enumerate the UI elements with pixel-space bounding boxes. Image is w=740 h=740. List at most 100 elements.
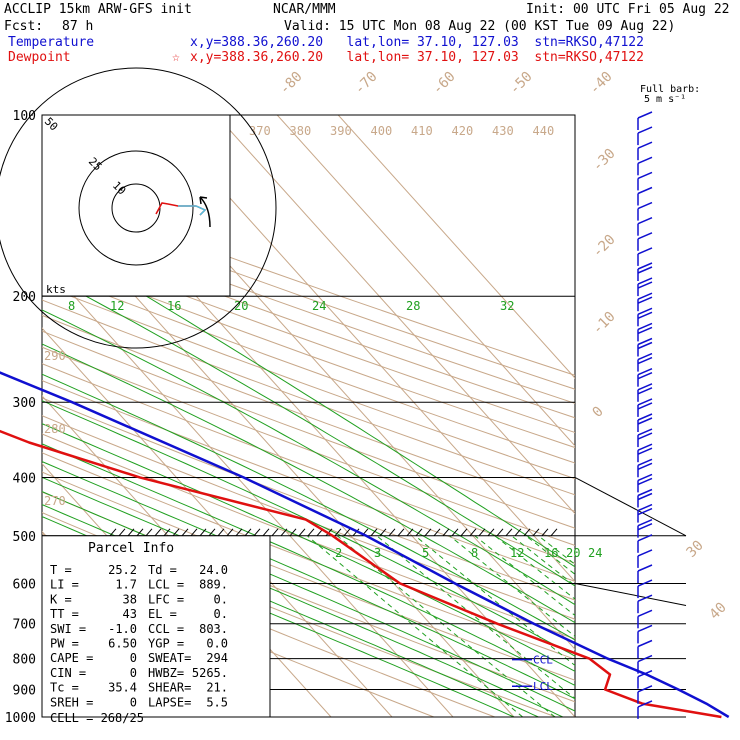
dewpoint-legend-label: Dewpoint (8, 50, 71, 65)
pressure-tick-label: 100 (13, 109, 36, 124)
model-title: ACCLIP 15km ARW-GFS init (4, 2, 192, 17)
wind-barb-flag (637, 383, 653, 391)
isobar-hatch (343, 528, 351, 537)
isobar-hatch (460, 528, 468, 537)
hodograph-ring (78, 150, 194, 266)
temperature-axis-label: -30 (590, 146, 619, 175)
frame-edge (574, 582, 687, 606)
parcel-panel-frame (41, 535, 271, 718)
isotherm-line (337, 115, 575, 379)
temperature-axis-label: 30 (684, 538, 707, 561)
temperature-location: x,y=388.36,260.20 lat,lon= 37.10, 127.03… (190, 35, 644, 50)
mixing-ratio-label: 20 (234, 299, 248, 313)
parcel-field-label: CAPE = (50, 651, 93, 665)
parcel-field-label: SHEAR= (148, 681, 191, 695)
wind-barb-flag (637, 292, 653, 300)
mixing-ratio-line (511, 535, 575, 587)
isobar-hatch (487, 528, 495, 537)
hodograph-trace-upper (178, 205, 207, 216)
hodograph-frame (41, 114, 231, 297)
pressure-tick-label: 200 (13, 290, 36, 305)
isobar-hatch (181, 528, 189, 537)
isotherm-line (276, 115, 575, 447)
isotherm-line (154, 115, 575, 583)
wind-barb-flag (637, 488, 653, 497)
parcel-field-value: 43 (123, 607, 137, 621)
parcel-field-label: T = (50, 563, 72, 577)
isobar-hatch (244, 528, 252, 537)
theta-label: 420 (452, 124, 474, 138)
isobar-hatch (523, 528, 531, 537)
temperature-axis-label: -70 (352, 69, 381, 98)
parcel-field-value: 38 (123, 592, 137, 606)
temperature-legend-label: Temperature (8, 35, 95, 50)
mixing-ratio-label: 5 (422, 546, 429, 560)
mixing-ratio-label: 24 (312, 299, 326, 313)
isobar-hatch (307, 528, 315, 537)
wind-barb-legend-unit: 5 m s⁻¹ (644, 94, 687, 105)
parcel-field-value: 889. (199, 578, 228, 592)
wind-barb-flag (637, 232, 653, 240)
wind-barb-flag (637, 594, 653, 602)
saturated-adiabat-line (42, 309, 575, 606)
isobar-hatch (478, 528, 486, 537)
isobar-hatch (226, 528, 234, 537)
mixing-ratio-label: 32 (500, 299, 514, 313)
wind-barb-flag (637, 700, 653, 708)
wind-barb-flag (637, 503, 653, 512)
parcel-field-label: SREH = (50, 695, 93, 709)
dry-adiabat-line (42, 187, 575, 376)
wind-barb-flag (637, 458, 653, 466)
dewpoint-marker-icon: ☆ (172, 50, 180, 65)
isobar-hatch (208, 528, 216, 537)
org-label: NCAR/MMM (273, 2, 336, 17)
pressure-tick-label: 400 (13, 471, 36, 486)
isobar-hatch (109, 528, 117, 537)
parcel-field-value: 0 (130, 666, 137, 680)
wind-barb-flag (637, 477, 653, 486)
wind-barb-flag (637, 624, 653, 633)
dry-adiabat-line (42, 200, 575, 390)
parcel-field-value: 25.2 (108, 563, 137, 577)
saturated-adiabat-line (42, 423, 575, 672)
isobar-hatch (451, 528, 459, 537)
temperature-axis-label: -60 (430, 69, 459, 98)
temperature-axis-label: -40 (587, 69, 616, 98)
isobar-hatch (118, 528, 126, 537)
hodograph-unit-label: kts (46, 283, 66, 296)
forecast-label: Fcst: (4, 19, 44, 34)
wind-barb-flag (637, 654, 653, 663)
parcel-field-label: CCL = (148, 622, 184, 636)
isotherm-line (215, 115, 575, 515)
wind-barb-flag (637, 111, 653, 119)
isotherm-line (42, 259, 454, 717)
parcel-field-label: YGP = (148, 637, 184, 651)
dry-adiabat-line (42, 284, 575, 480)
isobar-hatch (280, 528, 288, 537)
wind-barb-flag (637, 247, 653, 255)
wind-barb-column (637, 111, 653, 719)
wind-barb-flag (637, 443, 653, 451)
mixing-ratio-line (449, 535, 575, 638)
wind-barb-flag (637, 473, 653, 482)
level-marker-label: CCL (533, 654, 553, 667)
isobar-hatch (406, 528, 414, 537)
parcel-info-panel: Parcel Info T = 25.2 Td = 24.0 LI = 1.7 LCL = 88… (41, 535, 271, 725)
wind-barb-flag (637, 262, 653, 270)
parcel-field-value: 21. (206, 681, 228, 695)
wind-barb-flag (637, 281, 653, 289)
mixing-ratio-line (336, 535, 556, 717)
wind-barb-flag (637, 352, 653, 361)
theta-label: 280 (44, 422, 66, 436)
mixing-ratio-label: 8 (471, 546, 478, 560)
temperature-axis-label: 0 (590, 404, 607, 421)
wind-barb-flag (637, 507, 653, 516)
isobar-hatch (469, 528, 477, 537)
wind-barb-flag (637, 201, 653, 210)
isobar-hatch (190, 528, 198, 537)
wind-barb-flag (637, 402, 653, 410)
parcel-field-label: SWEAT= (148, 651, 191, 665)
pressure-tick-label: 300 (13, 396, 36, 411)
mixing-ratio-line (494, 535, 575, 600)
